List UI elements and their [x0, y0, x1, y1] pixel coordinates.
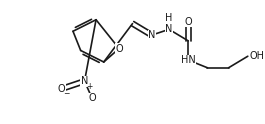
Text: OH: OH	[250, 51, 265, 61]
Text: +: +	[86, 81, 92, 91]
Text: N: N	[165, 24, 173, 34]
Text: HN: HN	[181, 55, 196, 65]
Text: O: O	[184, 17, 192, 27]
Text: O: O	[58, 84, 65, 94]
Text: −: −	[63, 89, 69, 98]
Text: N: N	[81, 76, 88, 86]
Text: O: O	[115, 44, 123, 54]
Text: O: O	[89, 93, 96, 104]
Text: H: H	[165, 13, 173, 23]
Text: N: N	[148, 30, 156, 40]
